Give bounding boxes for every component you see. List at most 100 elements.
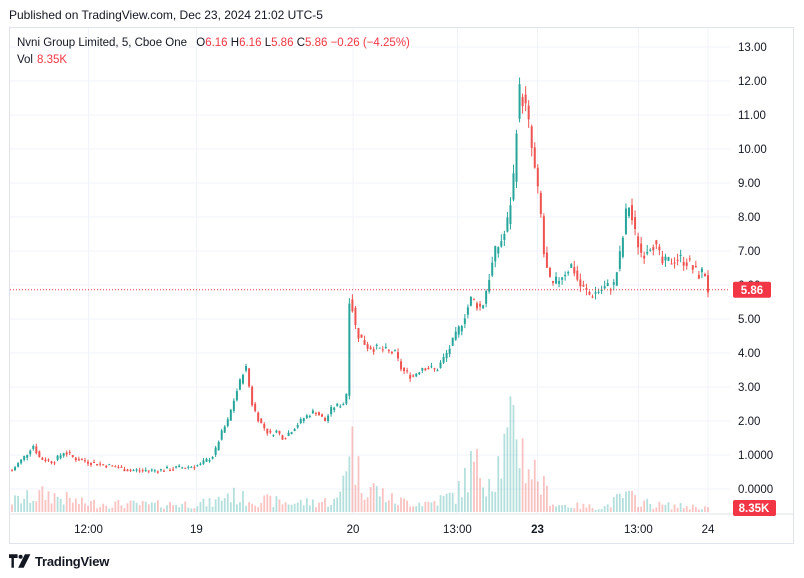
price-tick-label: 13.00 bbox=[738, 42, 767, 54]
candle-body bbox=[396, 352, 399, 359]
candle-body bbox=[193, 467, 196, 469]
volume-bar bbox=[287, 504, 290, 512]
candle-body bbox=[32, 445, 35, 449]
candle-body bbox=[390, 352, 393, 354]
candle-body bbox=[637, 236, 640, 248]
volume-bar bbox=[470, 451, 472, 512]
volume-bar bbox=[552, 504, 554, 512]
volume-bar bbox=[436, 505, 439, 512]
footer-brand[interactable]: TradingView bbox=[35, 553, 110, 569]
candle-body bbox=[366, 344, 369, 349]
candle-body bbox=[47, 459, 50, 461]
volume-bar bbox=[99, 507, 102, 512]
candle-body bbox=[71, 455, 74, 457]
symbol-label[interactable]: Nvni Group Limited, 5, Cboe One bbox=[17, 37, 188, 49]
candle-body bbox=[451, 337, 454, 346]
candle-body bbox=[457, 326, 460, 335]
volume-bar bbox=[336, 497, 339, 512]
candle-body bbox=[530, 126, 533, 148]
candle-body bbox=[135, 469, 138, 471]
candle-body bbox=[287, 432, 290, 436]
volume-bar bbox=[223, 498, 226, 512]
volume-bar bbox=[521, 438, 524, 512]
volume-bar bbox=[609, 507, 612, 512]
time-tick-label: 13:00 bbox=[624, 524, 653, 536]
volume-bar bbox=[482, 487, 484, 512]
candle-body bbox=[615, 272, 618, 286]
candle-body bbox=[558, 281, 561, 284]
candle-body bbox=[555, 276, 558, 284]
chart-frame bbox=[9, 27, 794, 544]
volume-bar bbox=[62, 504, 65, 512]
price-tick-label: 11.00 bbox=[738, 110, 766, 122]
candle-body bbox=[524, 94, 527, 104]
candle-body bbox=[542, 216, 545, 255]
volume-bar bbox=[339, 491, 342, 512]
volume-bar bbox=[333, 498, 336, 512]
volume-bar bbox=[272, 506, 275, 512]
volume-bar bbox=[14, 495, 16, 512]
candle-body bbox=[17, 463, 20, 467]
volume-bar bbox=[661, 504, 664, 512]
candle-body bbox=[105, 465, 108, 468]
volume-bar bbox=[226, 493, 229, 512]
volume-bar bbox=[631, 491, 633, 512]
candle-body bbox=[454, 331, 457, 340]
volume-bar bbox=[172, 505, 174, 512]
volume-bar bbox=[138, 505, 141, 512]
candle-body bbox=[561, 277, 564, 280]
volume-bar bbox=[697, 509, 700, 512]
candle-body bbox=[570, 264, 573, 268]
candle-body bbox=[281, 435, 284, 440]
volume-bar bbox=[524, 483, 527, 512]
volume-bar bbox=[348, 456, 351, 512]
volume-bar bbox=[141, 500, 144, 512]
volume-bar bbox=[646, 498, 649, 512]
volume-bar bbox=[184, 501, 187, 512]
candle-body bbox=[594, 292, 597, 294]
volume-bar bbox=[23, 498, 26, 512]
candle-body bbox=[694, 265, 697, 268]
volume-bar bbox=[403, 498, 405, 512]
candle-body bbox=[707, 275, 709, 293]
volume-bar bbox=[707, 507, 709, 512]
change-value: −0.26 (−4.25%) bbox=[330, 37, 410, 49]
price-tick-label: 10.00 bbox=[738, 144, 767, 156]
candle-body bbox=[324, 418, 327, 422]
volume-bar bbox=[135, 502, 138, 512]
candle-body bbox=[418, 372, 421, 375]
volume-bar bbox=[421, 506, 424, 512]
candle-body bbox=[311, 410, 314, 414]
volume-bar bbox=[190, 508, 193, 512]
volume-bar bbox=[682, 508, 685, 512]
candle-body bbox=[99, 463, 102, 465]
volume-bar bbox=[618, 493, 621, 512]
volume-bar bbox=[41, 486, 44, 512]
time-tick-label: 23 bbox=[531, 524, 544, 536]
volume-bar bbox=[187, 507, 190, 512]
candle-body bbox=[491, 262, 494, 276]
candle-body bbox=[74, 457, 77, 461]
candle-body bbox=[500, 241, 503, 247]
volume-bar bbox=[445, 493, 448, 512]
volume-bar bbox=[129, 500, 132, 512]
volume-bar bbox=[509, 396, 512, 512]
candle-body bbox=[178, 465, 181, 468]
volume-bar bbox=[652, 508, 655, 512]
volume-bar bbox=[679, 502, 682, 512]
tradingview-logo-icon[interactable] bbox=[9, 554, 31, 568]
candle-body bbox=[65, 452, 68, 455]
candle-body bbox=[96, 463, 99, 466]
volume-label[interactable]: Vol bbox=[17, 54, 33, 66]
candle-body bbox=[111, 465, 114, 467]
candle-body bbox=[703, 273, 706, 277]
volume-bar bbox=[260, 503, 263, 512]
time-tick-label: 20 bbox=[347, 524, 360, 536]
candle-body bbox=[223, 426, 226, 433]
candle-body bbox=[433, 368, 436, 370]
candle-body bbox=[460, 325, 463, 332]
volume-bar bbox=[132, 500, 135, 512]
candle-body bbox=[20, 459, 23, 464]
volume-bar bbox=[196, 506, 199, 512]
